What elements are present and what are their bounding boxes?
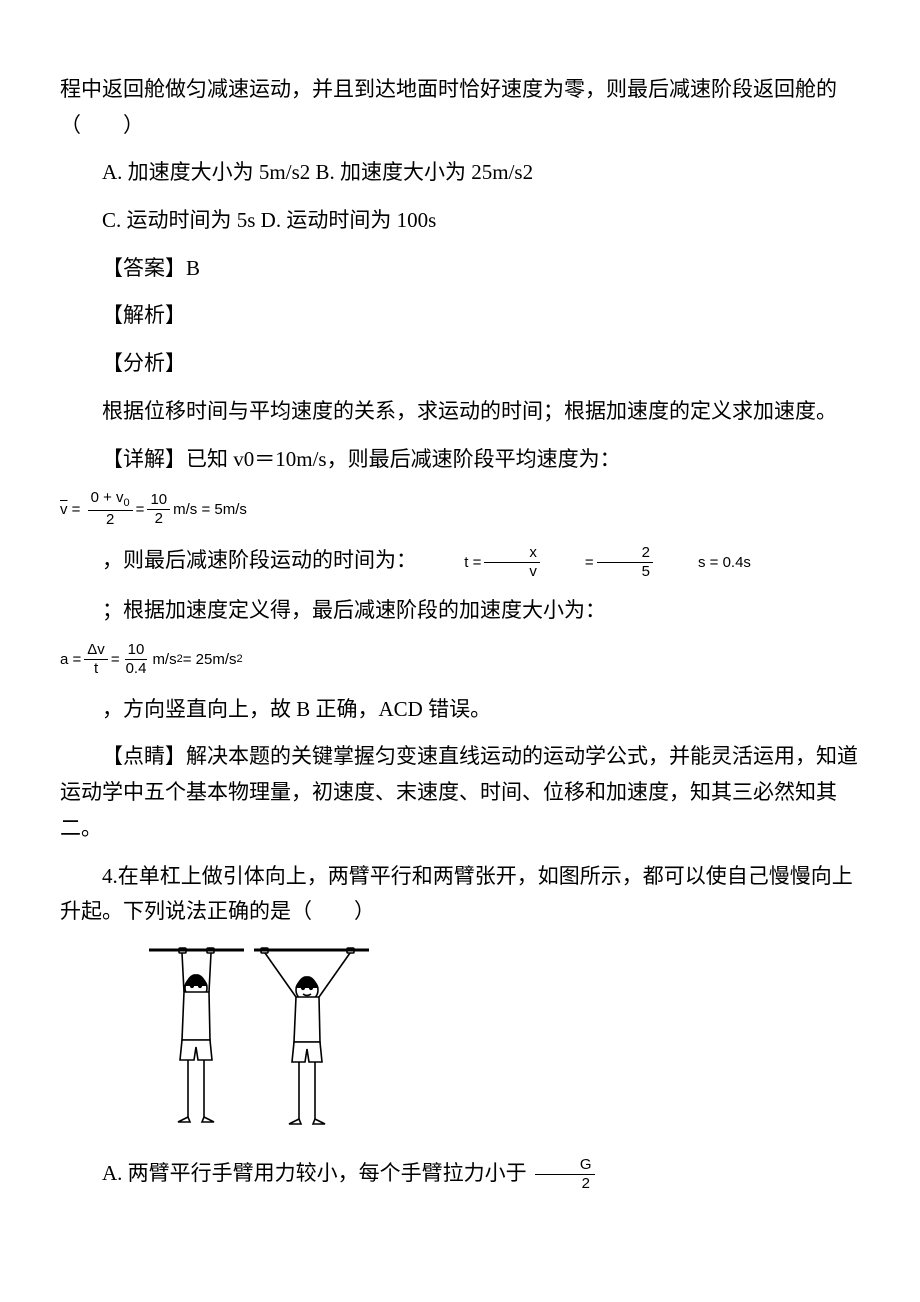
- q4-stem: 4.在单杠上做引体向上，两臂平行和两臂张开，如图所示，都可以使自己慢慢向上升起。…: [60, 859, 860, 930]
- q3-time-text: ，则最后减速阶段运动的时间为： t = x v = 2 5 s = 0.4s: [60, 543, 860, 581]
- q3-stem-continuation: 程中返回舱做匀减速运动，并且到达地面时恰好速度为零，则最后减速阶段返回舱的（ ）: [60, 72, 860, 143]
- q3-options-cd: C. 运动时间为 5s D. 运动时间为 100s: [60, 203, 860, 239]
- q4-option-a: A. 两臂平行手臂用力较小，每个手臂拉力小于 G 2: [60, 1156, 860, 1194]
- q3-analysis-text: 根据位移时间与平均速度的关系，求运动的时间；根据加速度的定义求加速度。: [60, 394, 860, 430]
- q3-answer: 【答案】B: [60, 251, 860, 287]
- q3-analysis-label: 【分析】: [60, 346, 860, 382]
- q3-options-ab: A. 加速度大小为 5m/s2 B. 加速度大小为 25m/s2: [60, 155, 860, 191]
- q3-detail-intro: 【详解】已知 v0＝10m/s，则最后减速阶段平均速度为：: [60, 442, 860, 478]
- q3-acc-text: ；根据加速度定义得，最后减速阶段的加速度大小为：: [60, 593, 860, 629]
- q3-point-text: 【点睛】解决本题的关键掌握匀变速直线运动的运动学公式，并能灵活运用，知道运动学中…: [60, 739, 860, 846]
- q4-figure: [144, 942, 860, 1144]
- q3-explanation-label: 【解析】: [60, 298, 860, 334]
- q3-direction-text: ，方向竖直向上，故 B 正确，ACD 错误。: [60, 692, 860, 728]
- vbar-symbol: v: [60, 497, 68, 523]
- q4-fraction-g2: G 2: [532, 1156, 598, 1193]
- q3-formula-acc: a = Δv t = 10 0.4 m/s2 = 25m/s2: [60, 641, 860, 678]
- q3-formula-time: t = x v = 2 5 s = 0.4s: [422, 544, 751, 581]
- q3-formula-vavg: v = 0 + v0 2 = 10 2 m/s = 5m/s: [60, 489, 860, 529]
